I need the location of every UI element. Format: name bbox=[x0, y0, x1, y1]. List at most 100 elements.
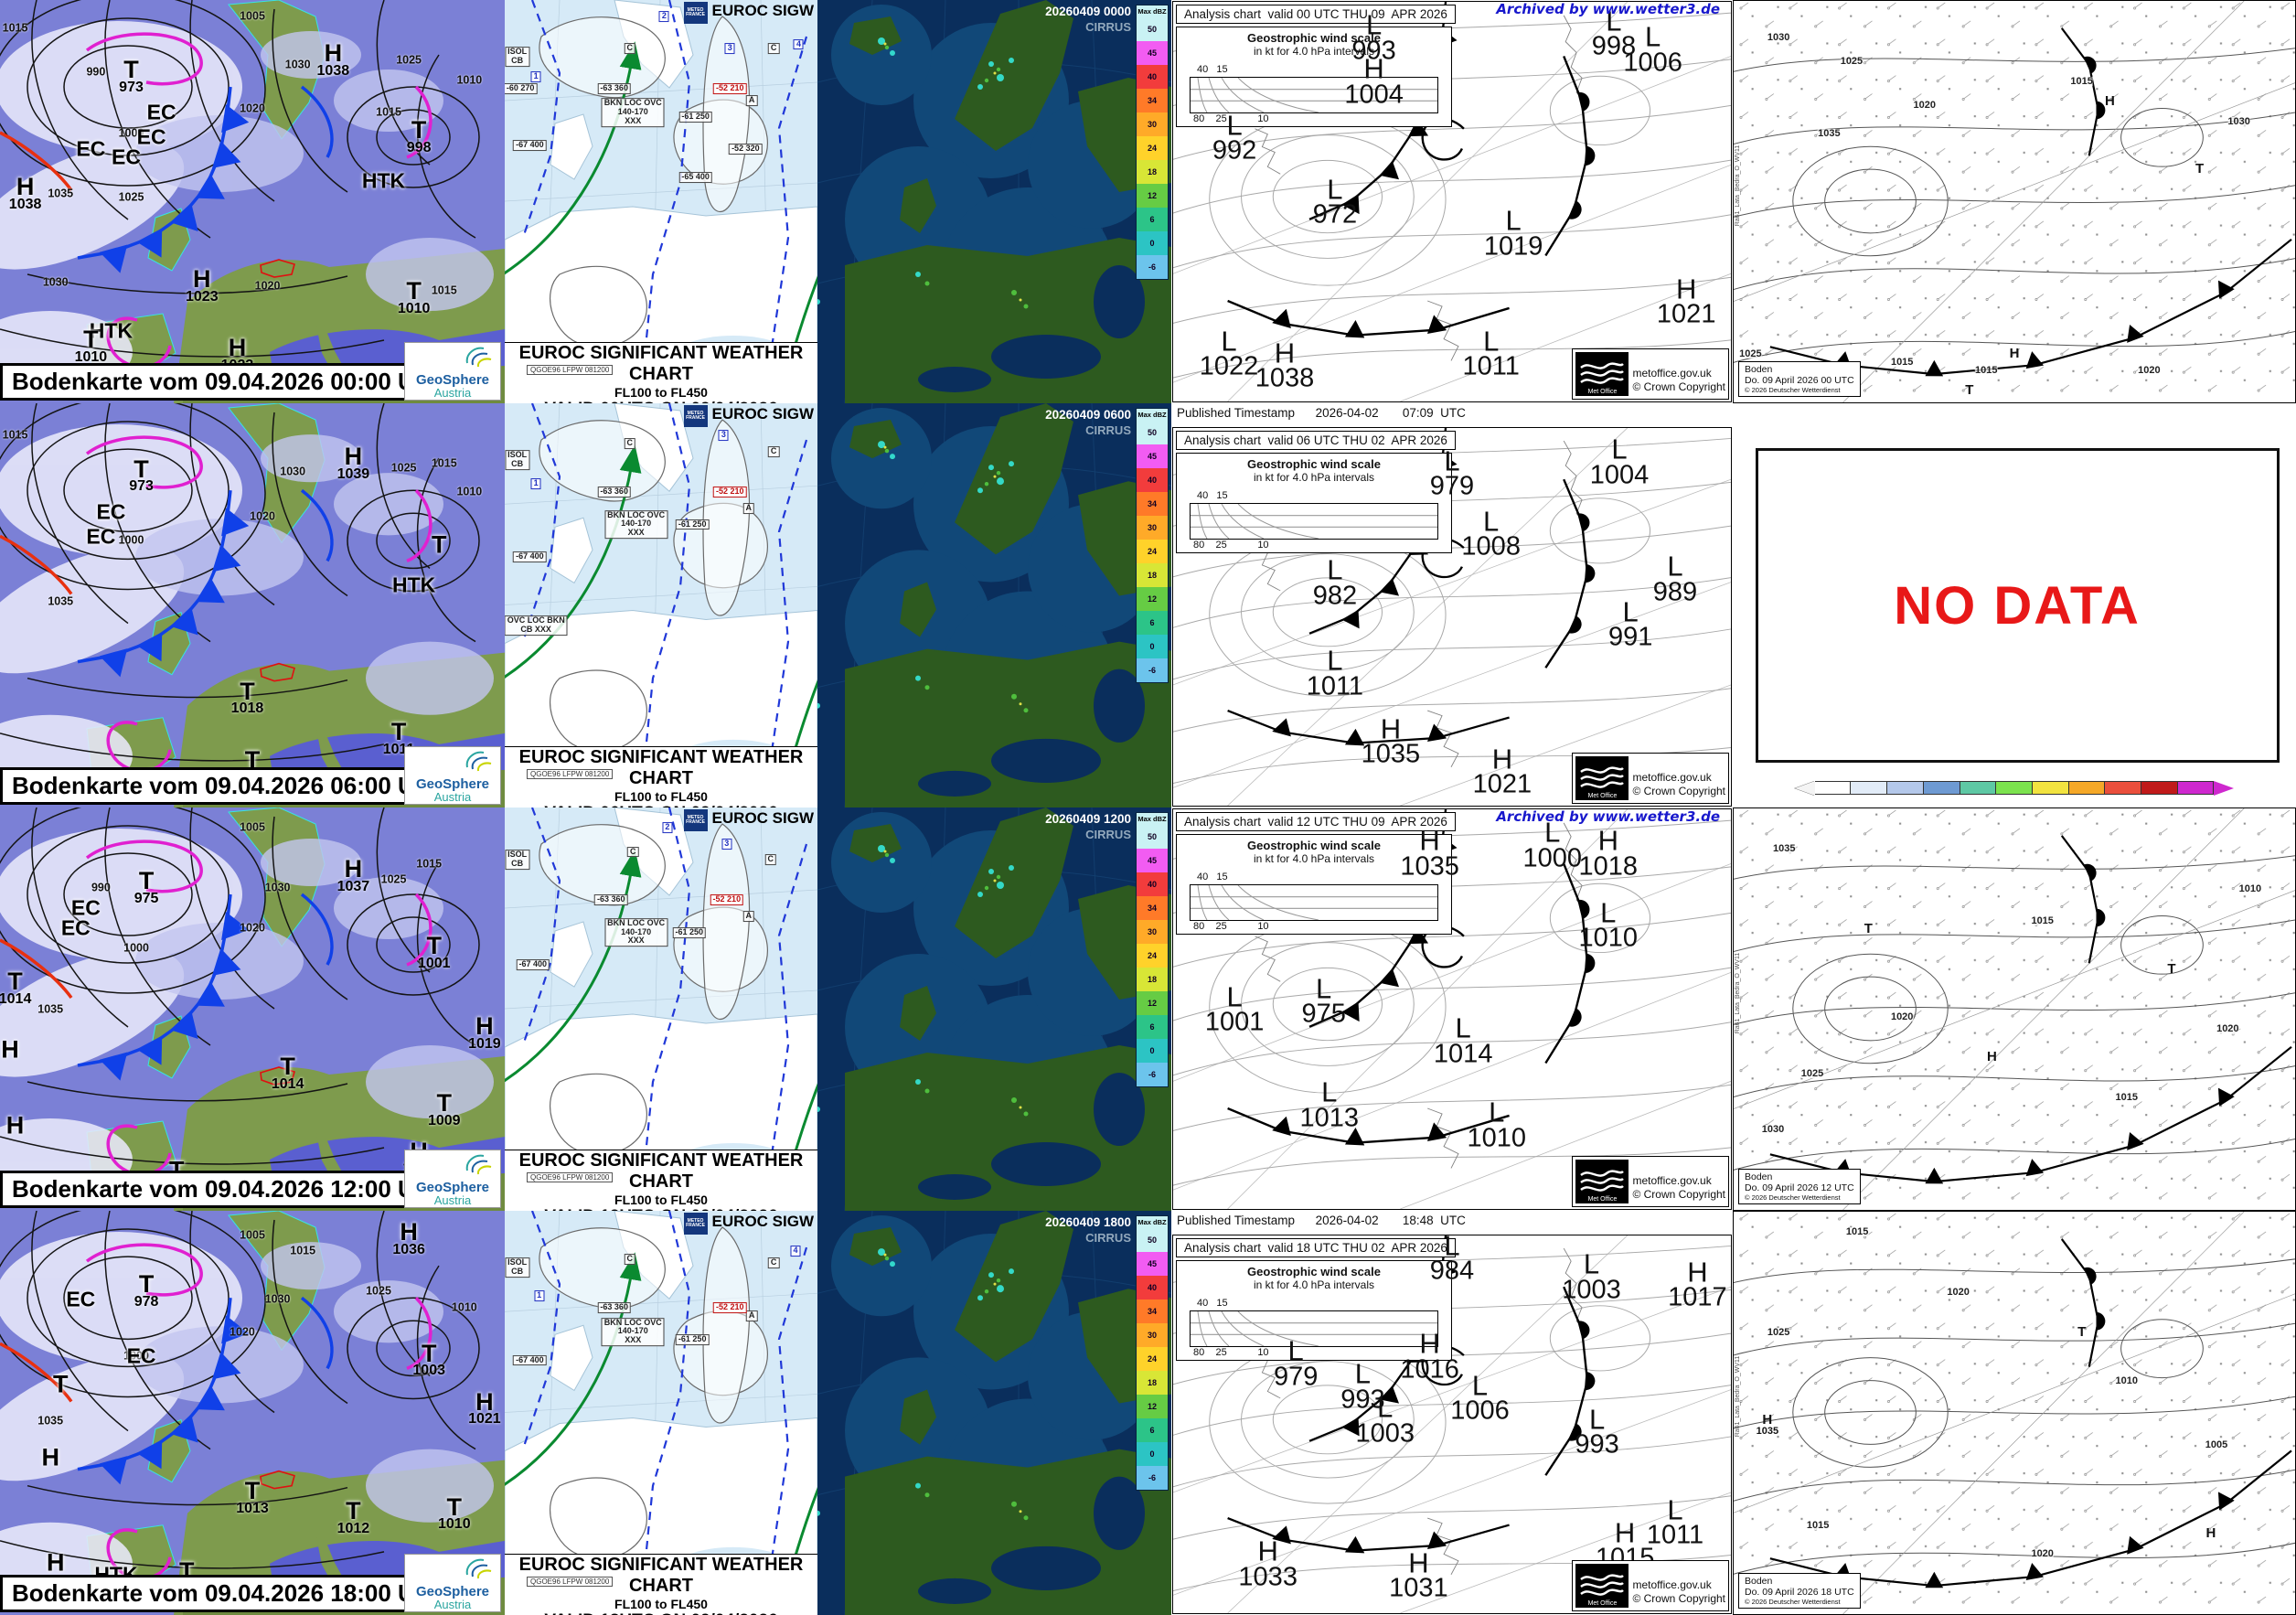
wind-scale-top-values: 40 15 bbox=[1197, 1298, 1228, 1309]
dwd-analysis-map bbox=[1734, 1, 2295, 402]
radar-panel-0600: 20260409 0600 CIRRUS Max dBZ 50 45 40 34 30 2… bbox=[817, 403, 1171, 808]
dbz-scale-step: -6 bbox=[1137, 1063, 1168, 1086]
sigwx-flight-levels: FL100 to FL450 bbox=[614, 789, 708, 804]
metoffice-logo-text: Met Office bbox=[1587, 793, 1618, 799]
radar-timestamp: 20260409 0000 bbox=[1045, 5, 1131, 18]
meteo-france-logo: METEO FRANCE bbox=[683, 2, 708, 24]
radar-composite-map bbox=[817, 0, 1171, 403]
metoffice-url: metoffice.gov.uk bbox=[1632, 771, 1712, 784]
dbz-scale-step: 6 bbox=[1137, 1418, 1168, 1442]
dbz-scale-step: 50 bbox=[1137, 1228, 1168, 1252]
analysis-chart-header: Analysis chart valid 18 UTC THU 02 APR 2… bbox=[1176, 1238, 1456, 1257]
metoffice-logo-text: Met Office bbox=[1587, 1600, 1618, 1607]
dbz-scale-step: -6 bbox=[1137, 658, 1168, 682]
dbz-scale-step: 45 bbox=[1137, 41, 1168, 65]
nodata-frame: NO DATA bbox=[1755, 447, 2280, 764]
geostrophic-wind-scale-box: Geostrophic wind scale in kt for 4.0 hPa… bbox=[1176, 27, 1452, 127]
radar-composite-map bbox=[817, 403, 1171, 808]
dbz-scale-step: 34 bbox=[1137, 492, 1168, 516]
crown-copyright: © Crown Copyright bbox=[1632, 380, 1725, 393]
geosphere-swirl-icon bbox=[465, 347, 492, 368]
radar-product-name: CIRRUS bbox=[1085, 1230, 1131, 1245]
sigwx-title-block: EUROC SIGNIFICANT WEATHER CHART FL100 to… bbox=[505, 342, 817, 403]
geosphere-austria-logo: GeoSphere Austria bbox=[404, 342, 501, 401]
dbz-scale-step: 45 bbox=[1137, 1252, 1168, 1276]
dbz-scale-step: 12 bbox=[1137, 184, 1168, 208]
metoffice-logo-text: Met Office bbox=[1587, 1196, 1618, 1203]
surface-chart-caption: Bodenkarte vom 09.04.2026 18:00 UTC bbox=[0, 1575, 459, 1612]
sigwx-bulletin-code: QGOE96 LFPW 081200 bbox=[527, 1577, 614, 1587]
color-scale-segment bbox=[2177, 780, 2215, 795]
geosphere-brand-text: GeoSphere bbox=[415, 776, 490, 792]
analysis-chart-header: Analysis chart valid 06 UTC THU 02 APR 2… bbox=[1176, 431, 1456, 450]
dwd-nodata-panel-06utc: NO DATA bbox=[1733, 403, 2296, 808]
radar-product-name: CIRRUS bbox=[1085, 422, 1131, 437]
dbz-scale-step: 0 bbox=[1137, 635, 1168, 658]
color-scale-bar bbox=[1795, 780, 2235, 795]
radar-timestamp-block: 20260409 1800 CIRRUS bbox=[1045, 1215, 1131, 1246]
wind-scale-top-values: 40 15 bbox=[1197, 64, 1228, 75]
sigwx-top-header: METEO FRANCE EUROC SIGW bbox=[683, 405, 814, 427]
radar-timestamp-block: 20260409 1200 CIRRUS bbox=[1045, 812, 1131, 843]
sigwx-chart-panel-06utc: METEO FRANCE EUROC SIGW ISOL CB 1 C 3 C A -63 … bbox=[505, 403, 817, 808]
radar-dbz-scale: Max dBZ 50 45 40 34 30 24 18 12 6 0 -6 bbox=[1136, 408, 1169, 683]
metoffice-url: metoffice.gov.uk bbox=[1632, 1578, 1712, 1591]
surface-chart-caption: Bodenkarte vom 09.04.2026 06:00 UTC bbox=[0, 767, 459, 805]
metoffice-logo: Met Office bbox=[1575, 1564, 1629, 1608]
surface-chart-caption: Bodenkarte vom 09.04.2026 00:00 UTC bbox=[0, 363, 459, 401]
wind-scale-subtitle: in kt for 4.0 hPa intervals bbox=[1253, 45, 1375, 58]
dwd-credit-box: Boden Do. 09 April 2026 18 UTC © 2026 De… bbox=[1738, 1573, 1861, 1609]
sigwx-header-text: EUROC SIGW bbox=[711, 809, 814, 827]
metoffice-chart-frame: Analysis chart valid 12 UTC THU 09 APR 2… bbox=[1172, 808, 1732, 1210]
radar-panel-1800: 20260409 1800 CIRRUS Max dBZ 50 45 40 34 30 2… bbox=[817, 1211, 1171, 1615]
surface-chart-caption: Bodenkarte vom 09.04.2026 12:00 UTC bbox=[0, 1171, 459, 1208]
surface-chart-panel-00utc: 1015 1005 990 1000 1020 1030 1025 1010 1015 1035 1… bbox=[0, 0, 505, 403]
radar-timestamp-block: 20260409 0000 CIRRUS bbox=[1045, 5, 1131, 36]
wetter3-archive-note: Archived by www.wetter3.de bbox=[1496, 1, 1720, 17]
wind-scale-title: Geostrophic wind scale bbox=[1247, 839, 1381, 852]
dwd-chart-date: Do. 09 April 2026 12 UTC bbox=[1745, 1182, 1854, 1193]
crown-copyright: © Crown Copyright bbox=[1632, 1592, 1725, 1605]
geostrophic-wind-scale-box: Geostrophic wind scale in kt for 4.0 hPa… bbox=[1176, 453, 1452, 553]
crown-copyright: © Crown Copyright bbox=[1632, 1188, 1725, 1201]
geosphere-swirl-icon bbox=[465, 1154, 492, 1175]
sigwx-header-text: EUROC SIGW bbox=[711, 2, 814, 19]
wind-scale-title: Geostrophic wind scale bbox=[1247, 1265, 1381, 1278]
wind-scale-subtitle: in kt for 4.0 hPa intervals bbox=[1253, 471, 1375, 484]
metoffice-analysis-panel-12utc: Analysis chart valid 12 UTC THU 09 APR 2… bbox=[1171, 808, 1733, 1211]
metoffice-url: metoffice.gov.uk bbox=[1632, 1174, 1712, 1187]
dwd-analysis-map bbox=[1734, 808, 2295, 1210]
wind-scale-subtitle: in kt for 4.0 hPa intervals bbox=[1253, 1278, 1375, 1291]
metoffice-logo: Met Office bbox=[1575, 1160, 1629, 1203]
geosphere-austria-logo: GeoSphere Austria bbox=[404, 1150, 501, 1208]
wind-scale-plot bbox=[1190, 77, 1438, 113]
radar-dbz-scale: Max dBZ 50 45 40 34 30 24 18 12 6 0 -6 bbox=[1136, 5, 1169, 280]
dwd-chart-type: Boden bbox=[1745, 1171, 1773, 1182]
color-scale-segment bbox=[1923, 780, 1960, 795]
sigwx-title: EUROC SIGNIFICANT WEATHER CHART bbox=[518, 747, 804, 788]
dbz-scale-step: 24 bbox=[1137, 944, 1168, 968]
metoffice-credit-block: Met Office metoffice.gov.uk © Crown Copy… bbox=[1572, 1156, 1729, 1207]
dwd-chart-date: Do. 09 April 2026 00 UTC bbox=[1745, 375, 1854, 386]
geostrophic-wind-scale-box: Geostrophic wind scale in kt for 4.0 hPa… bbox=[1176, 1260, 1452, 1361]
dbz-scale-step: 24 bbox=[1137, 540, 1168, 563]
geosphere-brand-subtext: Austria bbox=[433, 386, 472, 400]
color-scale-segment bbox=[2032, 780, 2069, 795]
metoffice-logo: Met Office bbox=[1575, 352, 1629, 396]
dwd-credit-box: Boden Do. 09 April 2026 00 UTC © 2026 De… bbox=[1738, 361, 1861, 397]
radar-scale-title: Max dBZ bbox=[1137, 5, 1168, 17]
metoffice-chart-frame: Analysis chart valid 00 UTC THU 09 APR 2… bbox=[1172, 1, 1732, 402]
sigwx-chart-panel-00utc: METEO FRANCE EUROC SIGW ISOL CB 1 -60 270 C… bbox=[505, 0, 817, 403]
wind-scale-title: Geostrophic wind scale bbox=[1247, 457, 1381, 471]
color-scale-segment bbox=[2105, 780, 2141, 795]
dbz-scale-step: 18 bbox=[1137, 160, 1168, 184]
published-timestamp: Published Timestamp 2026-04-02 18:48 UTC bbox=[1177, 1214, 1466, 1227]
radar-composite-map bbox=[817, 808, 1171, 1211]
metoffice-waves-icon bbox=[1580, 766, 1625, 788]
geosphere-swirl-icon bbox=[465, 751, 492, 772]
radar-dbz-scale: Max dBZ 50 45 40 34 30 24 18 12 6 0 -6 bbox=[1136, 812, 1169, 1087]
dwd-credit-box: Boden Do. 09 April 2026 12 UTC © 2026 De… bbox=[1738, 1169, 1861, 1204]
